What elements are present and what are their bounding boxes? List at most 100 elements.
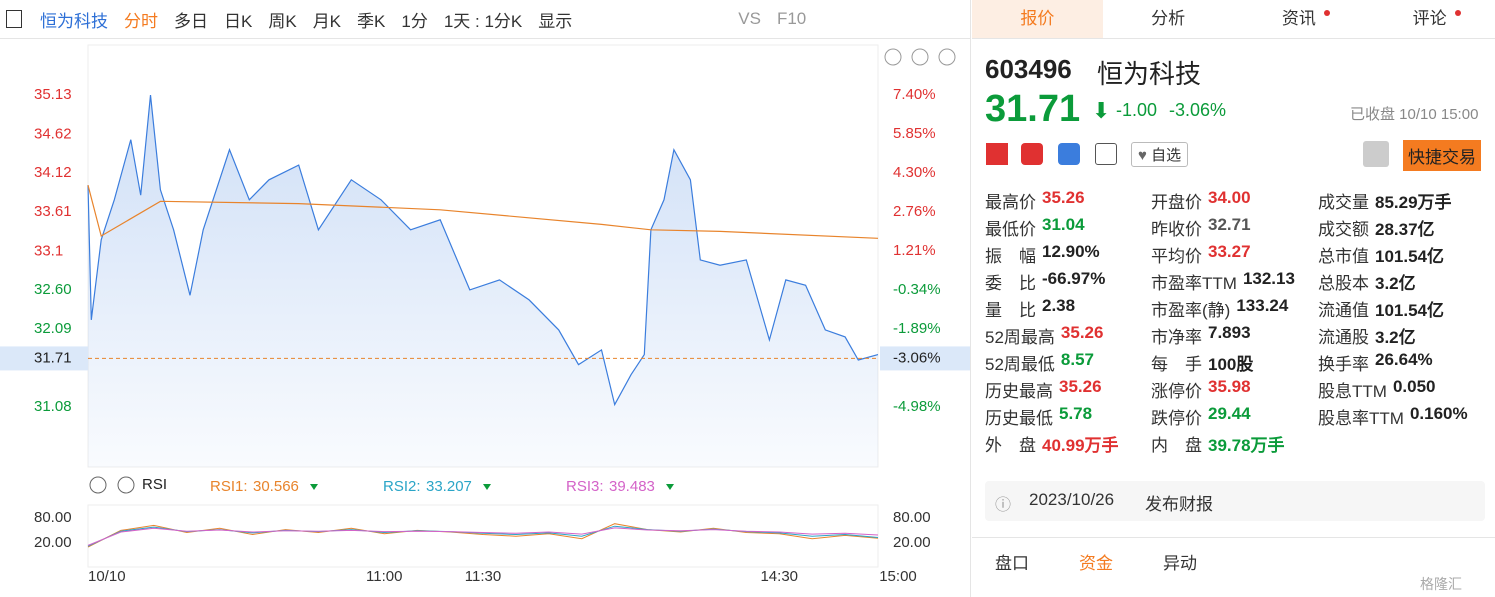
stat-value: 34.00 [1208,188,1251,207]
rsi-line [87,523,879,548]
y2-tick-label: -0.34% [893,281,941,298]
stat-label: 流通股 [1318,328,1369,347]
display[interactable]: 显示 [538,11,573,31]
stat-value: 33.27 [1208,242,1251,261]
alert-icon[interactable] [1363,141,1389,167]
rsi-frame [87,504,879,568]
stat-label: 市净率 [1151,328,1202,347]
bottom-tab[interactable]: 资金 [1079,554,1113,573]
tab[interactable]: 分时 [124,11,158,31]
stat-label: 股息TTM [1318,382,1387,401]
pct: -3.06% [1169,100,1227,120]
rsi-legend-name: RSI3: [566,478,604,495]
event: 发布财报 [1145,495,1213,514]
chart-area: 35.13 34.62 34.12 33.61 33.1 32.60 32.09 31.08 7… [0,44,970,585]
bottom-tab[interactable]: 异动 [1163,554,1197,573]
zoom-icon [938,48,956,66]
stat-label: 委 比 [985,274,1036,293]
zoom-icon [884,48,902,66]
stat-label: 52周最低 [985,355,1055,374]
y2-tick-label: 2.76% [893,203,936,220]
zoom-icon [911,48,929,66]
stock-name[interactable]: 恒为科技 [40,11,108,31]
tab[interactable]: 季K [357,11,386,31]
badge [1455,10,1461,16]
rsi-arrow [483,484,491,490]
y-tick-label: 34.62 [34,125,72,142]
watch-button[interactable]: ♥ 自选 [1131,142,1189,167]
price: 31.71 [985,88,1081,130]
f10[interactable]: F10 [776,9,807,28]
code: 603496 [985,54,1072,84]
stat-value: 35.26 [1059,377,1102,396]
tab[interactable]: 多日 [174,11,208,31]
stat-label: 跌停价 [1151,409,1202,428]
stat-value: 35.26 [1042,188,1085,207]
stat-label: 内 盘 [1151,436,1202,455]
rsi-legend-value: 33.207 [426,478,472,495]
icon[interactable] [1058,143,1080,165]
stat-label: 流通值 [1318,301,1369,320]
stat-value: 132.13 [1242,269,1295,288]
rsi-line [87,525,879,547]
average-line [87,185,879,239]
stat-value: 0.160% [1409,404,1468,423]
rsi-line [87,527,879,546]
period[interactable]: 1分 [401,11,428,31]
stat-label: 52周最高 [985,328,1055,347]
stat-value: 100股 [1208,355,1254,374]
event-date: 2023/10/26 [1029,490,1115,509]
y2-tick-label: -1.89% [893,320,941,337]
icon[interactable] [1021,143,1043,165]
price-line [87,95,879,407]
range[interactable]: 1天 : 1分K [443,11,523,31]
stat-value: -66.97% [1042,269,1106,288]
stat-value: 85.29万手 [1375,193,1452,212]
stat-value: 40.99万手 [1042,436,1119,455]
stat-value: 101.54亿 [1375,301,1444,320]
y2-tick-label: 4.30% [893,164,936,181]
settings-icon [89,476,107,494]
stat-value: 32.71 [1208,215,1251,234]
stat-value: 7.893 [1208,323,1251,342]
stat-label: 开盘价 [1151,193,1202,212]
panel-tab[interactable]: 评论 [1364,0,1495,38]
y-tick-label: 35.13 [34,86,72,103]
icon[interactable] [1095,143,1117,165]
stat-label: 每 手 [1151,355,1202,374]
tab[interactable]: 月K [312,11,342,31]
x-tick-label: 14:30 [760,568,798,585]
tab[interactable]: 周K [268,11,297,31]
flag-icon[interactable] [986,143,1008,165]
stat-value: 29.44 [1208,404,1251,423]
y-tick-label: 33.1 [34,242,63,259]
trade-button[interactable]: 快捷交易 [1403,140,1481,171]
change: -1.00 [1116,100,1158,120]
stat-value: 31.04 [1042,215,1085,234]
tab[interactable]: 日K [224,11,253,31]
panel-tab[interactable]: 报价 [972,0,1103,38]
rsi-arrow [666,484,674,490]
down-arrow: ⬇ [1092,98,1111,123]
bottom-tab[interactable]: 盘口 [995,554,1029,573]
y-tick-label: 33.61 [34,203,72,220]
panel-tab[interactable]: 资讯 [1234,0,1365,38]
last-pct-label: -3.06% [893,349,941,366]
menu-icon[interactable] [6,10,22,28]
status: 已收盘 10/10 15:00 [1350,106,1479,123]
x-tick-label: 11:30 [465,568,501,585]
stat-label: 昨收价 [1151,220,1202,239]
stat-label: 成交量 [1318,193,1369,212]
watch-label: 自选 [1151,147,1182,164]
stat-value: 35.26 [1060,323,1104,342]
rsi-legend-name: RSI1: [210,478,248,495]
vs[interactable]: VS [738,9,761,28]
stat-value: 5.78 [1059,404,1093,423]
panel-tab[interactable]: 分析 [1151,9,1186,28]
separator [972,537,1495,538]
rsi-tick-label: 20.00 [34,534,72,551]
x-tick-label: 15:00 [879,568,917,585]
rsi-tick-label: 80.00 [34,509,72,526]
stat-value: 28.37亿 [1375,220,1435,239]
